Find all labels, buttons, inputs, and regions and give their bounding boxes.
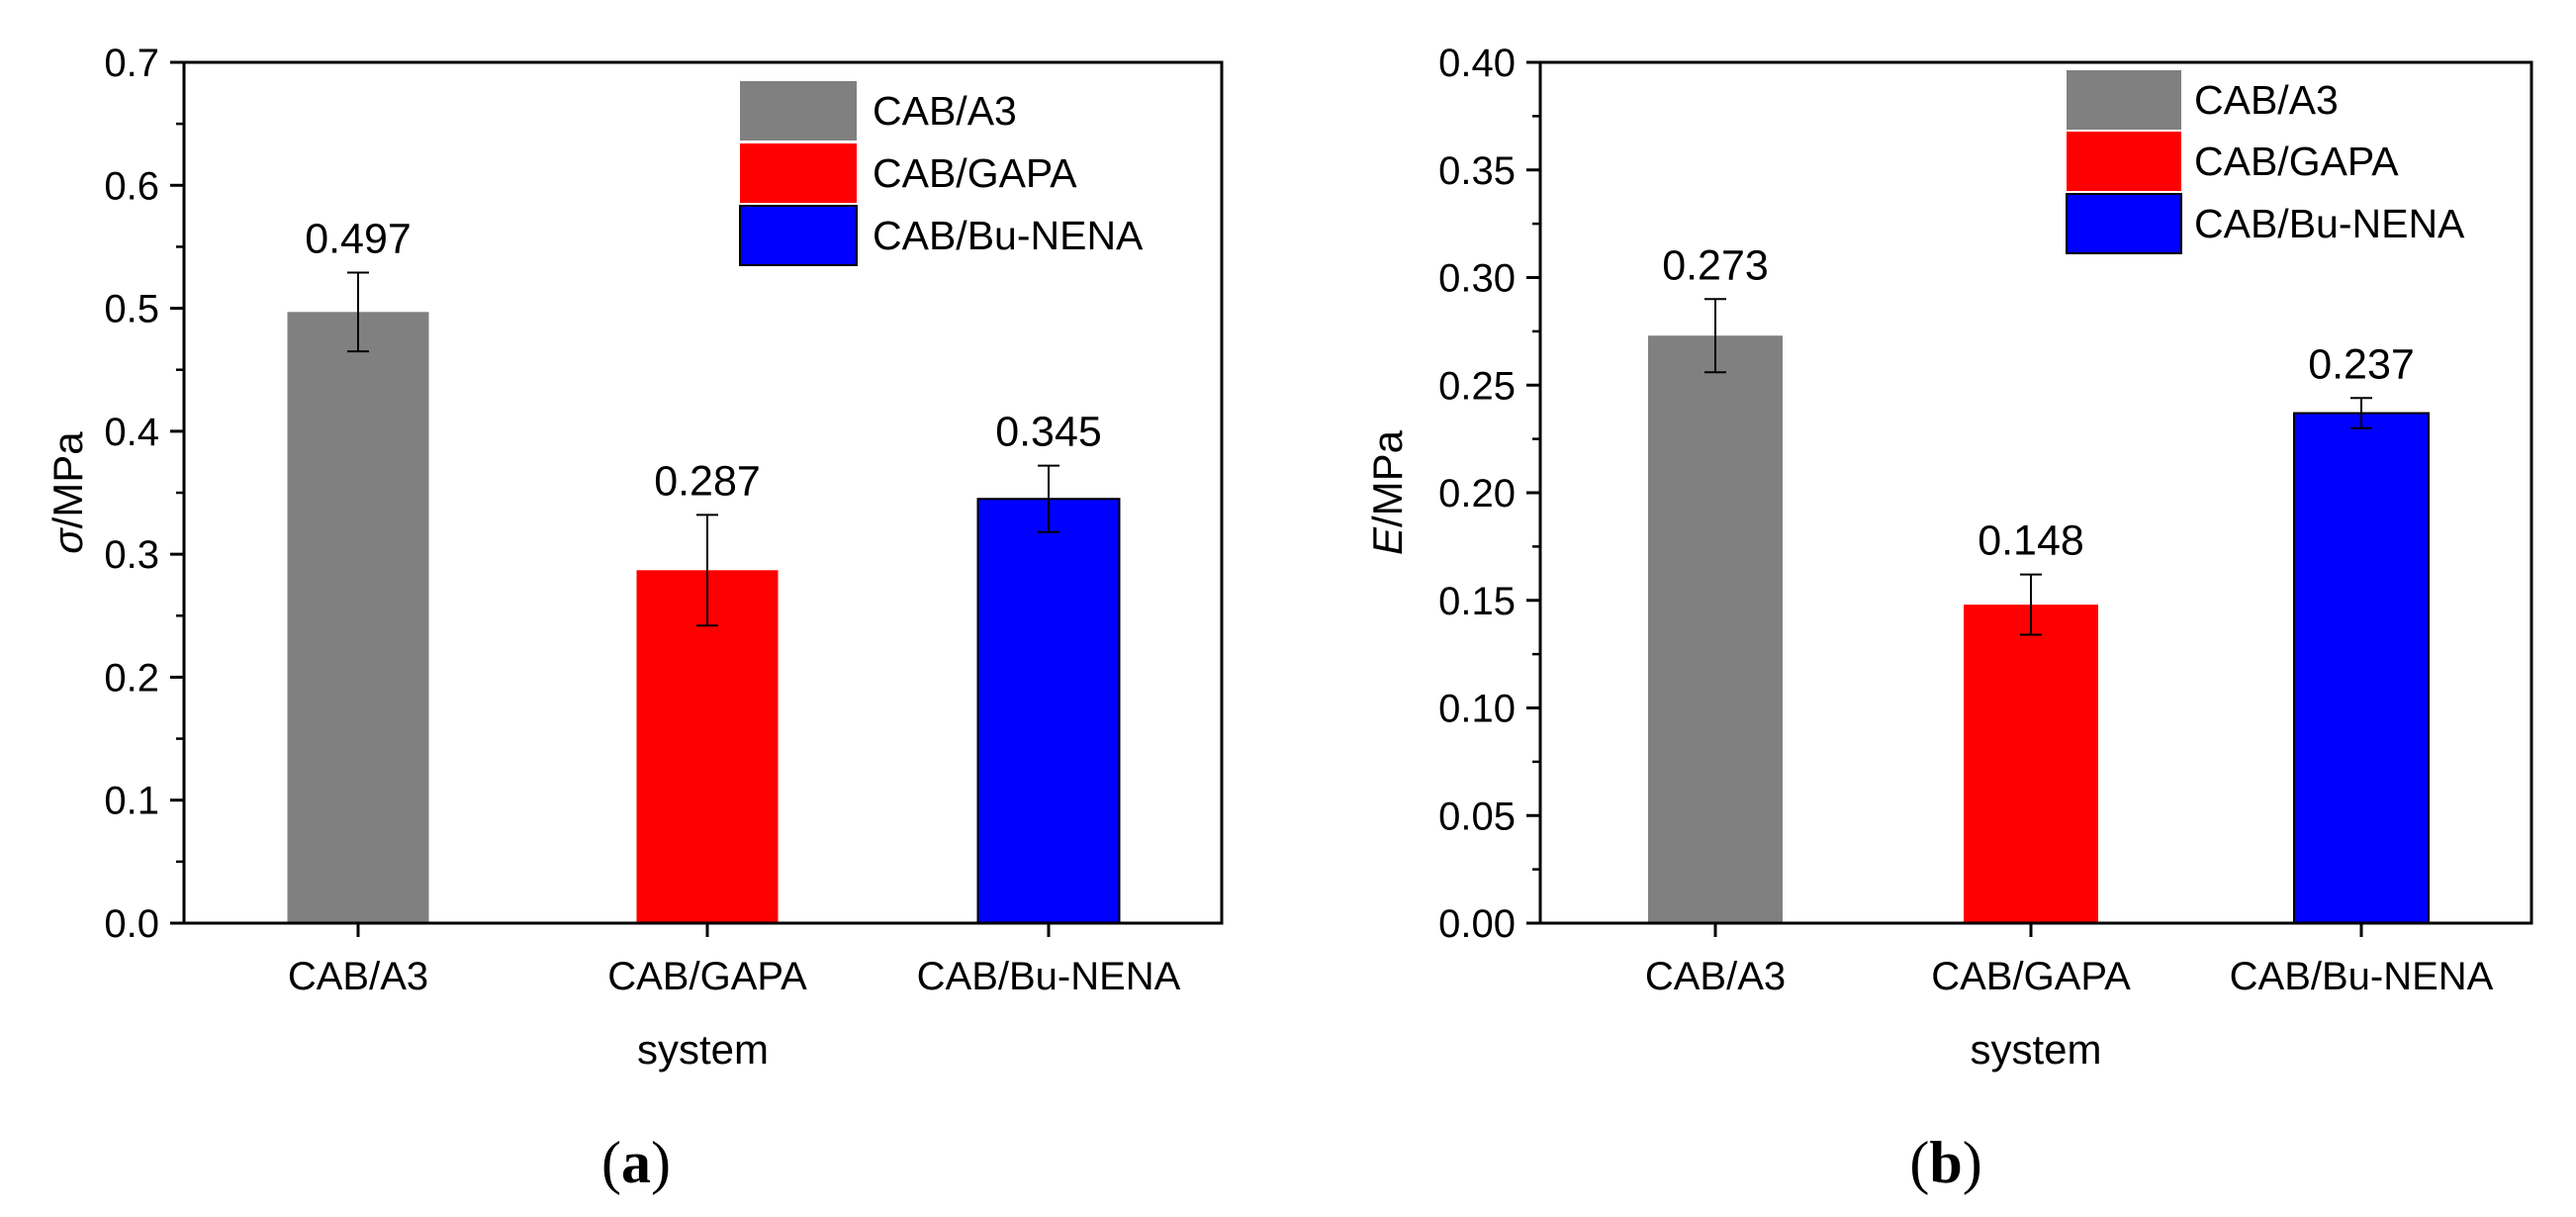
legend: CAB/A3 CAB/GAPA CAB/Bu-NENA (739, 81, 1144, 266)
data-label: 0.287 (654, 457, 761, 505)
y-tick-label: 0.15 (1438, 580, 1516, 623)
panel-label-letter: a (621, 1130, 651, 1195)
y-tick-label: 0.1 (104, 780, 159, 823)
x-tick-label: CAB/GAPA (1931, 955, 2131, 998)
panel-label: (a) (601, 1130, 671, 1195)
y-tick-label: 0.25 (1438, 364, 1516, 408)
y-tick-label: 0.05 (1438, 795, 1516, 838)
y-tick-label: 0.00 (1438, 902, 1516, 946)
x-axis-title: system (1970, 1026, 2101, 1073)
y-tick-label: 0.20 (1438, 472, 1516, 515)
y-tick-label: 0.0 (104, 902, 159, 946)
y-tick-label: 0.30 (1438, 257, 1516, 301)
bar-cab-bu-nena (976, 498, 1121, 924)
y-tick-label: 0.7 (104, 42, 159, 85)
legend-swatch (2066, 193, 2182, 254)
x-tick-label: CAB/A3 (288, 955, 428, 998)
legend-label: CAB/GAPA (2194, 139, 2399, 184)
data-label: 0.273 (1662, 241, 1769, 289)
panel-label-open: ( (601, 1130, 621, 1195)
x-tick-label: CAB/Bu-NENA (917, 955, 1181, 998)
y-tick-label: 0.4 (104, 411, 159, 454)
data-label: 0.148 (1978, 517, 2084, 565)
panel-label: (b) (1909, 1130, 1981, 1195)
y-axis-unit: /MPa (1364, 429, 1411, 527)
bar-cab-bu-nena (2293, 412, 2430, 924)
legend-label: CAB/Bu-NENA (2194, 201, 2465, 246)
legend-swatch (739, 205, 858, 266)
bar-cab-gapa (636, 570, 779, 923)
chart-panel-b: 0.273 0.148 0.237 0.00 0.05 0.10 0.15 0.20 0.25 0… (1364, 42, 2533, 1195)
legend-swatch (2067, 132, 2181, 191)
legend-swatch (2067, 70, 2181, 130)
y-axis-title: E/MPa (1364, 429, 1411, 555)
legend: CAB/A3 CAB/GAPA CAB/Bu-NENA (2066, 70, 2465, 254)
y-tick-label: 0.10 (1438, 688, 1516, 731)
y-tick-label: 0.35 (1438, 149, 1516, 193)
y-tick-label: 0.40 (1438, 42, 1516, 85)
x-axis-title: system (637, 1026, 769, 1073)
y-axis-unit: /MPa (45, 431, 91, 529)
legend-label: CAB/Bu-NENA (873, 213, 1144, 258)
x-tick-label: CAB/Bu-NENA (2230, 955, 2494, 998)
bar-cab-a3 (287, 312, 429, 923)
bar-cab-gapa (1964, 605, 2098, 923)
bar-cab-a3 (1648, 335, 1783, 924)
panel-label-close: ) (651, 1130, 671, 1195)
y-axis-title: σ/MPa (45, 431, 91, 554)
y-axis-symbol: E (1364, 526, 1411, 555)
panel-label-letter: b (1929, 1130, 1962, 1195)
legend-swatch (740, 81, 857, 140)
legend-label: CAB/A3 (2194, 77, 2339, 123)
panel-label-close: ) (1963, 1130, 1982, 1195)
y-tick-label: 0.2 (104, 656, 159, 700)
chart-panel-a: 0.497 0.287 0.345 0.0 0.1 0.2 0.3 0.4 0.5 0.6 0.7 C… (45, 42, 1224, 1195)
data-label: 0.345 (995, 409, 1102, 456)
x-tick-label: CAB/A3 (1645, 955, 1786, 998)
y-tick-label: 0.5 (104, 288, 159, 331)
legend-swatch (740, 143, 857, 203)
x-tick-label: CAB/GAPA (607, 955, 807, 998)
legend-label: CAB/GAPA (873, 150, 1077, 196)
data-label: 0.237 (2308, 340, 2415, 388)
legend-label: CAB/A3 (873, 88, 1017, 134)
y-axis-symbol: σ (45, 527, 91, 554)
data-label: 0.497 (305, 216, 412, 263)
y-tick-label: 0.6 (104, 164, 159, 208)
y-tick-label: 0.3 (104, 533, 159, 577)
panel-label-open: ( (1909, 1130, 1929, 1195)
